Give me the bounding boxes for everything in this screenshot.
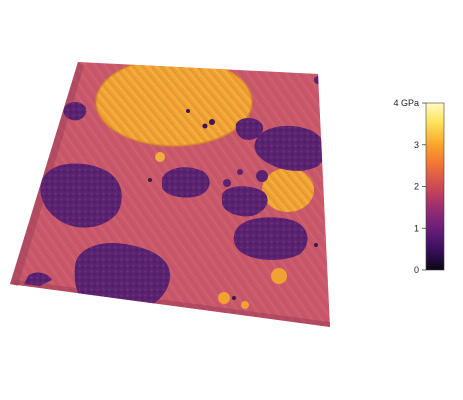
- soft-domain: [254, 125, 326, 171]
- colorbar-gradient-bar: [425, 102, 445, 271]
- soft-domain: [222, 186, 268, 217]
- soft-domain: [40, 163, 122, 228]
- soft-domain: [74, 242, 171, 317]
- colorbar-tick-label: 0: [414, 265, 419, 275]
- colorbar-ticks: 0 1 2 3 4 GPa: [393, 98, 426, 275]
- soft-domain: [235, 118, 264, 140]
- stiff-domain: [262, 168, 314, 212]
- stiff-domain: [218, 292, 230, 304]
- colorbar-tick-label: 4 GPa: [393, 98, 419, 108]
- colorbar: 0 1 2 3 4 GPa: [393, 98, 445, 275]
- soft-domain: [223, 179, 231, 187]
- colorbar-tick-label: 1: [414, 223, 419, 233]
- soft-domain: [256, 170, 268, 182]
- colorbar-tick-label: 2: [414, 182, 419, 192]
- soft-domain: [162, 167, 210, 198]
- colorbar-tick-label: 3: [414, 140, 419, 150]
- stiff-domain: [271, 268, 287, 284]
- surface-plot: [10, 62, 330, 327]
- soft-domain: [24, 272, 52, 286]
- stiff-domain: [155, 152, 165, 162]
- soft-domain: [63, 102, 87, 121]
- soft-domain: [233, 217, 308, 260]
